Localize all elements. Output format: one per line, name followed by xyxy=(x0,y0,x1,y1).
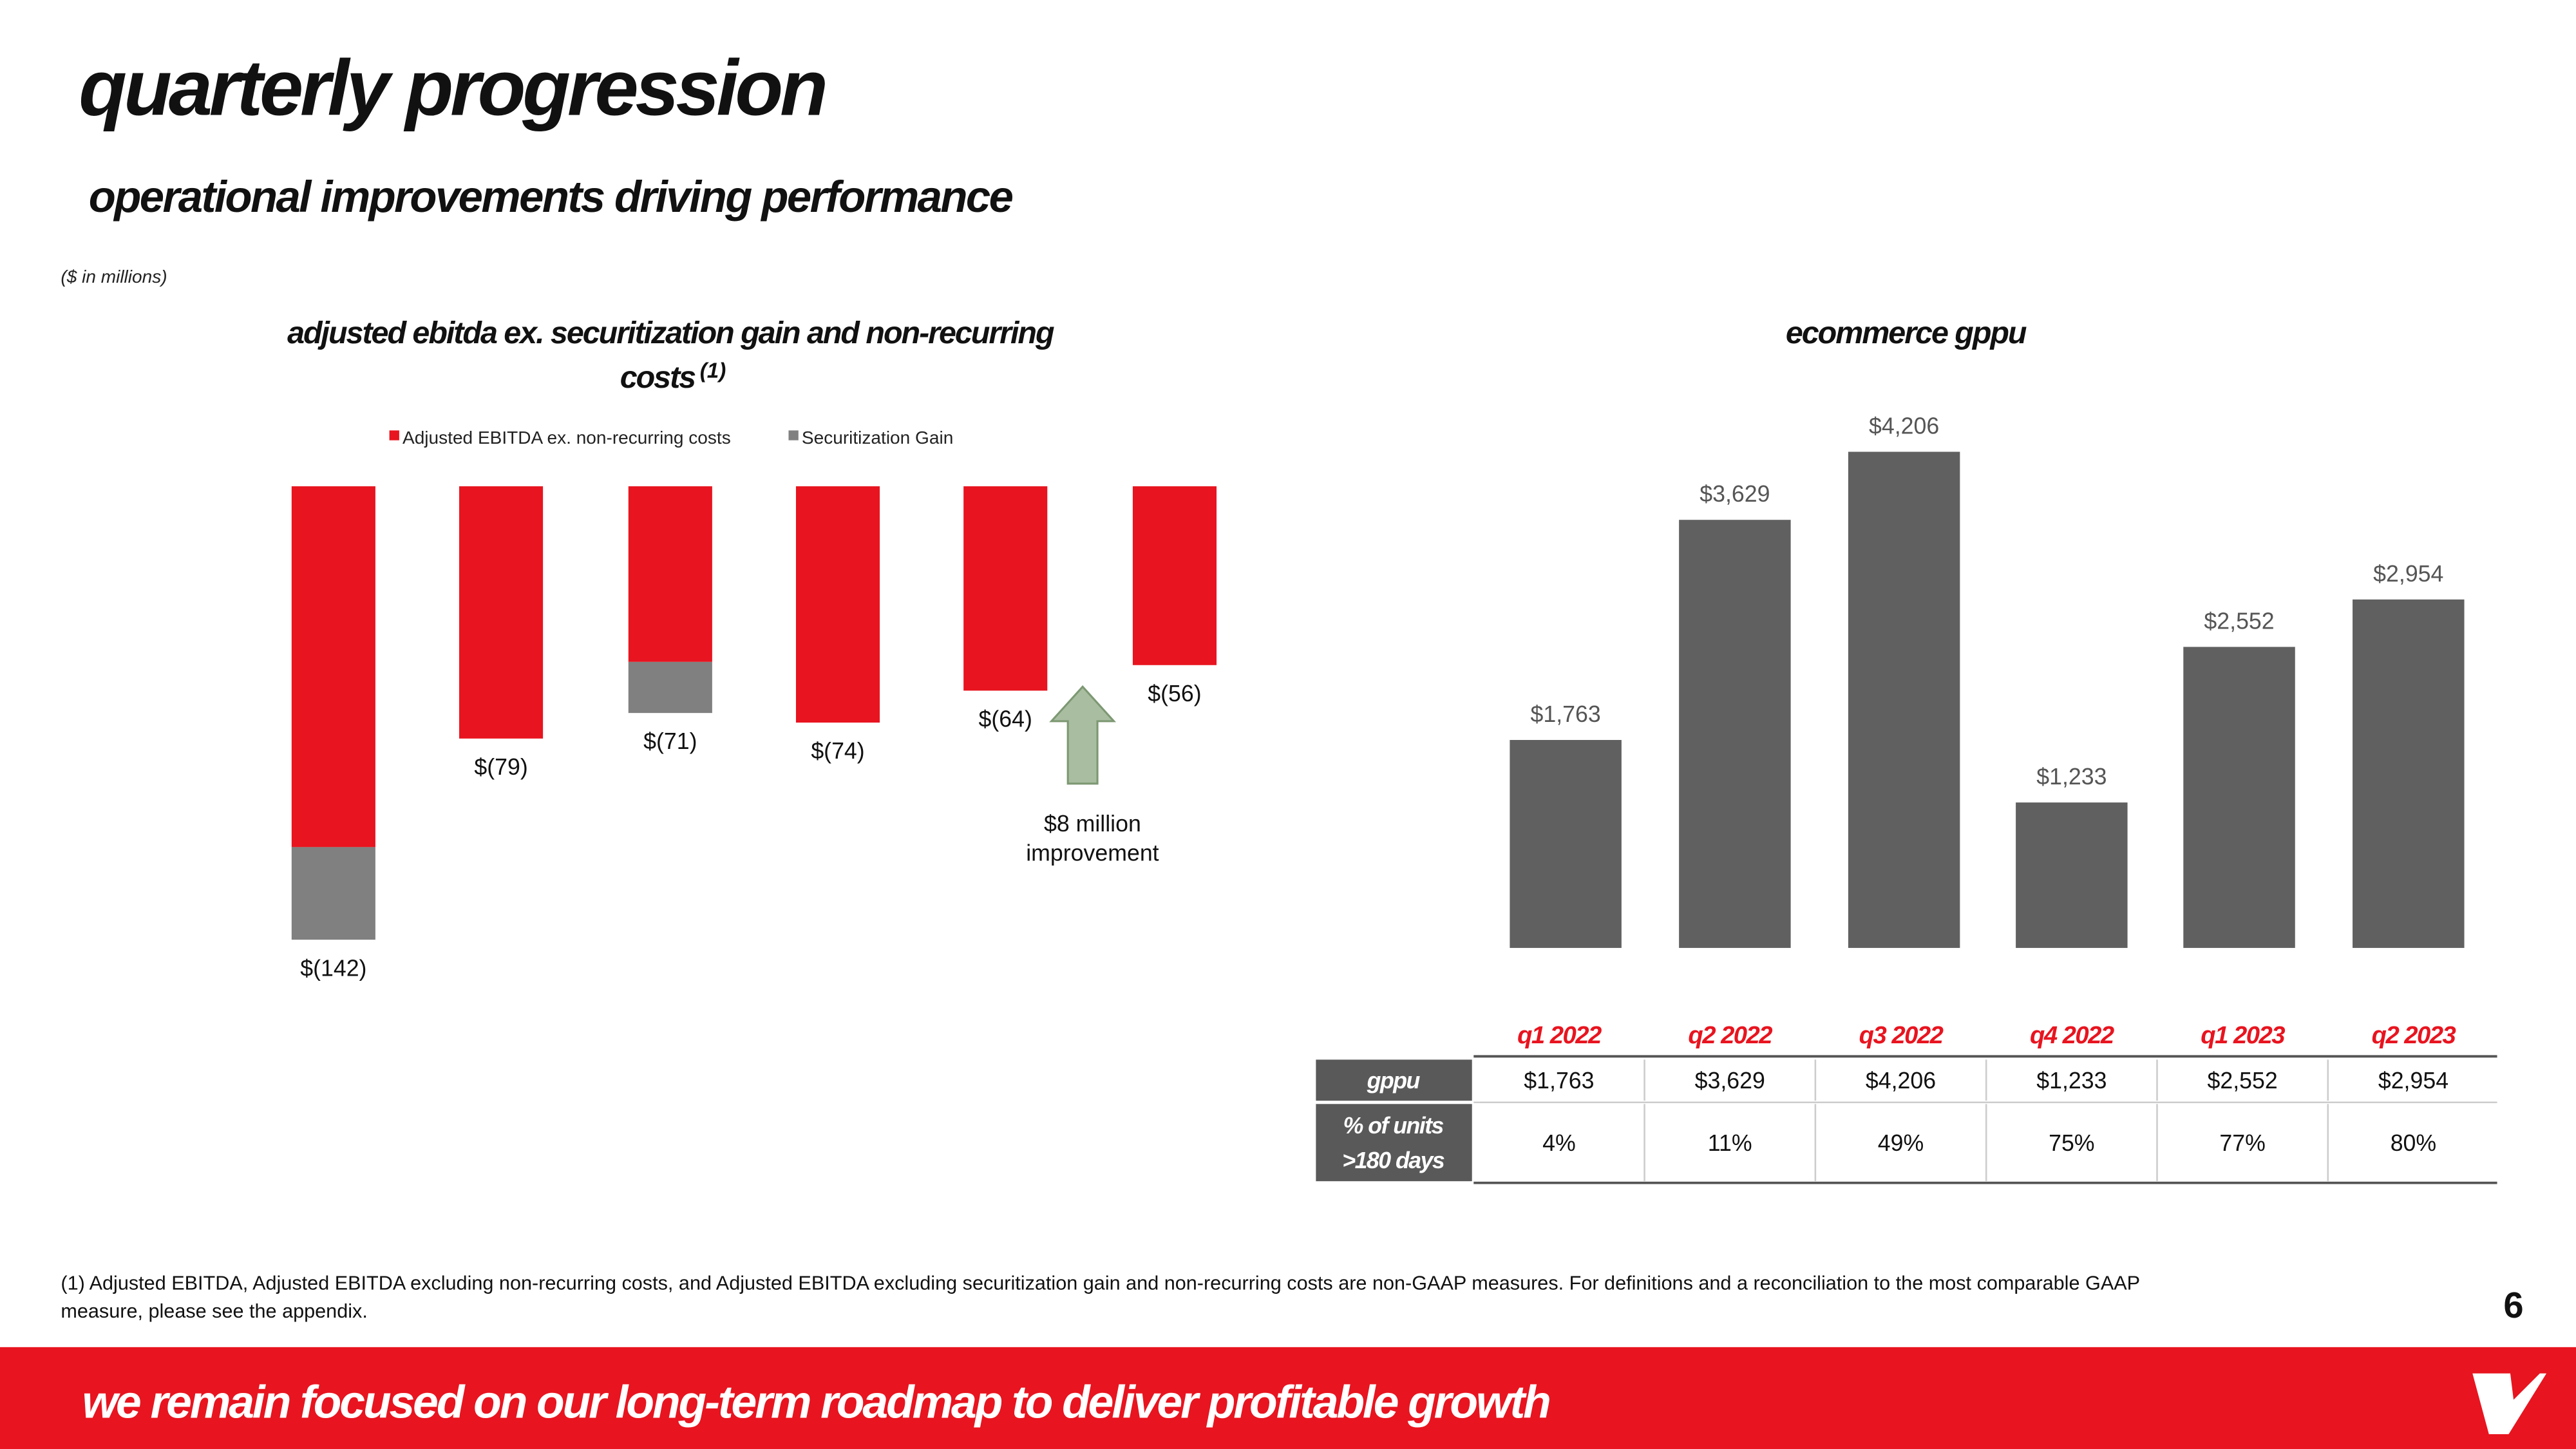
value-label: $2,954 xyxy=(2373,561,2443,587)
bar-segment xyxy=(628,486,712,662)
annotation: $8 million xyxy=(1044,811,1141,837)
row-label-box xyxy=(1316,1059,1472,1101)
table-header: q2 2022 xyxy=(1688,1021,1772,1049)
table-cell: $4,206 xyxy=(1866,1068,1936,1094)
legend-label: Securitization Gain xyxy=(802,428,953,448)
chart-title: adjusted ebitda ex. securitization gain … xyxy=(287,316,1054,350)
row-label: >180 days xyxy=(1342,1148,1444,1173)
table-header: q2 2023 xyxy=(2372,1021,2456,1049)
improvement-arrow xyxy=(1049,685,1117,785)
table-cell: $3,629 xyxy=(1695,1068,1765,1094)
row-label: gppu xyxy=(1367,1068,1421,1094)
bar-segment xyxy=(795,486,880,723)
table-header: q4 2022 xyxy=(2030,1021,2114,1049)
value-label: $1,233 xyxy=(2036,764,2107,790)
banner-text: we remain focused on our long-term roadm… xyxy=(82,1377,1550,1428)
footnote: (1) Adjusted EBITDA, Adjusted EBITDA exc… xyxy=(61,1273,2140,1294)
legend-swatch xyxy=(788,430,799,440)
bar xyxy=(2183,647,2295,948)
slide-title: quarterly progression xyxy=(79,44,825,132)
table-cell: $2,552 xyxy=(2208,1068,2278,1094)
total-label: $(56) xyxy=(1148,681,1201,706)
chart-title: costs xyxy=(620,360,696,395)
table-cell: 11% xyxy=(1708,1130,1752,1156)
legend-label: Adjusted EBITDA ex. non-recurring costs xyxy=(402,428,731,448)
table-cell: 75% xyxy=(2049,1130,2094,1156)
title-note: (1) xyxy=(700,359,726,383)
total-label: $(79) xyxy=(474,754,527,780)
banner xyxy=(0,1347,2576,1449)
table-cell: $1,233 xyxy=(2036,1068,2107,1094)
total-label: $(64) xyxy=(979,706,1032,732)
table-cell: 80% xyxy=(2391,1130,2436,1156)
value-label: $4,206 xyxy=(1869,413,1939,439)
total-label: $(74) xyxy=(811,738,864,764)
slide-subtitle: operational improvements driving perform… xyxy=(89,172,1013,222)
table-cell: 4% xyxy=(1542,1130,1576,1156)
bar-segment xyxy=(1132,486,1217,665)
table-header: q1 2023 xyxy=(2201,1021,2285,1049)
bar-segment xyxy=(459,486,544,739)
page-number: 6 xyxy=(2503,1285,2523,1325)
bar-segment xyxy=(291,486,375,848)
total-label: $(71) xyxy=(643,728,697,754)
bar xyxy=(1510,740,1622,948)
legend-swatch xyxy=(389,430,399,440)
bar xyxy=(2353,599,2465,948)
table-header: q3 2022 xyxy=(1859,1021,1944,1049)
table-cell: 77% xyxy=(2219,1130,2265,1156)
value-label: $1,763 xyxy=(1531,701,1601,727)
row-label-box xyxy=(1316,1104,1472,1182)
table-cell: $2,954 xyxy=(2378,1068,2448,1094)
total-label: $(142) xyxy=(300,955,366,981)
bar xyxy=(2016,802,2128,948)
table-header: q1 2022 xyxy=(1517,1021,1602,1049)
bar-segment xyxy=(291,847,375,940)
value-label: $2,552 xyxy=(2204,608,2274,634)
annotation: improvement xyxy=(1026,840,1159,866)
row-label: % of units xyxy=(1343,1113,1444,1139)
chart-title: ecommerce gppu xyxy=(1786,316,2027,350)
bar xyxy=(1848,451,1960,948)
logo xyxy=(2472,1373,2547,1435)
bar-segment xyxy=(963,486,1048,691)
value-label: $3,629 xyxy=(1700,481,1770,507)
footnote: measure, please see the appendix. xyxy=(61,1300,367,1322)
bar-segment xyxy=(628,661,712,714)
bar xyxy=(1679,520,1791,948)
table-cell: $1,763 xyxy=(1524,1068,1594,1094)
units-note: ($ in millions) xyxy=(61,267,167,287)
table-cell: 49% xyxy=(1878,1130,1924,1156)
